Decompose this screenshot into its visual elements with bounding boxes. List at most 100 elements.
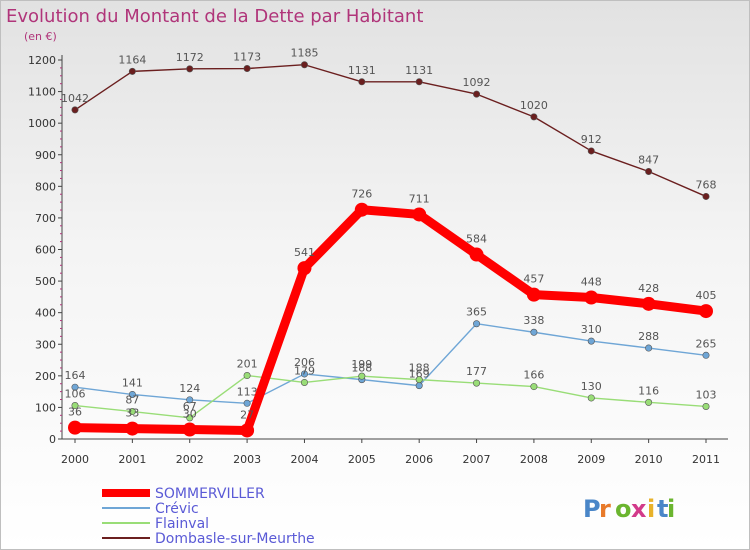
data-label: 130 (581, 380, 602, 393)
data-label: 847 (638, 153, 659, 166)
data-point (702, 351, 710, 359)
data-point (300, 370, 308, 378)
data-point (530, 113, 538, 121)
x-tick-label: 2008 (520, 453, 548, 466)
data-label: 103 (696, 388, 717, 401)
data-point (358, 78, 366, 86)
data-point (243, 372, 251, 380)
data-label: 768 (696, 178, 717, 191)
proxiti-logo: Pr o x i ti (583, 495, 675, 523)
data-point (68, 420, 82, 435)
data-label: 457 (523, 273, 544, 286)
data-point (358, 372, 366, 380)
data-label: 106 (65, 388, 86, 401)
data-label: 584 (466, 233, 487, 246)
data-point (186, 396, 194, 404)
data-label: 1131 (348, 64, 376, 77)
data-point (182, 422, 197, 437)
logo-letter: t (657, 495, 668, 523)
x-tick-label: 2005 (348, 453, 376, 466)
y-tick-label: 1200 (28, 54, 56, 67)
data-label: 265 (696, 337, 717, 350)
data-label: 199 (351, 358, 372, 371)
data-point (354, 202, 369, 217)
logo-letter: i (647, 495, 655, 523)
data-label: 1172 (176, 51, 204, 64)
series-line (74, 374, 707, 419)
y-tick-label: 0 (49, 433, 56, 446)
x-tick-label: 2003 (233, 453, 261, 466)
data-label: 912 (581, 133, 602, 146)
data-point (415, 78, 423, 86)
data-label: 113 (237, 385, 258, 398)
data-point (473, 379, 481, 387)
y-tick-label: 900 (35, 149, 56, 162)
series-line (74, 323, 707, 405)
data-label: 1173 (233, 51, 261, 64)
data-point (587, 337, 595, 345)
x-tick-label: 2009 (577, 453, 605, 466)
data-label: 188 (351, 362, 372, 375)
data-point (71, 106, 79, 114)
data-label: 448 (581, 276, 602, 289)
data-label: 27 (240, 408, 254, 421)
data-label: 179 (294, 364, 315, 377)
data-label: 1020 (520, 99, 548, 112)
data-point (186, 65, 194, 73)
data-point (587, 147, 595, 155)
data-label: 188 (409, 362, 430, 375)
legend-label: SOMMERVILLER (155, 486, 265, 502)
data-label: 116 (638, 384, 659, 397)
data-label: 169 (409, 368, 430, 381)
data-label: 201 (237, 358, 258, 371)
data-point (530, 328, 538, 336)
data-label: 405 (696, 289, 717, 302)
data-point (584, 290, 599, 305)
chart-subtitle: (en €) (24, 30, 57, 43)
logo-letter: P (583, 495, 601, 523)
x-tick-label: 2001 (118, 453, 146, 466)
x-tick-label: 2007 (463, 453, 491, 466)
data-point (125, 421, 140, 436)
data-label: 67 (183, 400, 197, 413)
data-label: 541 (294, 246, 315, 259)
data-label: 1131 (405, 64, 433, 77)
series-line (70, 205, 711, 435)
data-point (702, 402, 710, 410)
data-label: 338 (523, 314, 544, 327)
data-point (645, 398, 653, 406)
data-point (128, 408, 136, 416)
data-point (300, 378, 308, 386)
logo-letter: o (615, 495, 632, 523)
data-point (699, 304, 713, 319)
y-tick-label: 300 (35, 338, 56, 351)
data-label: 726 (351, 188, 372, 201)
y-tick-label: 800 (35, 180, 56, 193)
x-tick-label: 2002 (176, 453, 204, 466)
y-tick-label: 200 (35, 370, 56, 383)
data-label: 166 (523, 369, 544, 382)
data-point (300, 61, 308, 69)
logo-letter: x (631, 495, 647, 523)
y-tick-label: 100 (35, 401, 56, 414)
series-dombasle-sur-meurthe: 1042 1164 1172 1173 1185 1131 1131 1092 1020 912 8… (61, 47, 717, 200)
data-label: 1042 (61, 92, 89, 105)
data-label: 33 (125, 407, 139, 420)
data-label: 141 (122, 376, 143, 389)
data-label: 177 (466, 365, 487, 378)
legend-label: Flainval (155, 516, 209, 532)
logo-letter: i (667, 495, 675, 523)
series-sommerviller: 36 33 30 27 541 726 711 584 457 448 428 405 (68, 188, 717, 438)
data-point (526, 287, 541, 302)
y-tick-label: 1000 (28, 117, 56, 130)
chart-title: Evolution du Montant de la Dette par Hab… (6, 6, 423, 27)
data-label: 87 (125, 394, 139, 407)
data-label: 206 (294, 356, 315, 369)
data-point (186, 414, 194, 422)
data-point (645, 167, 653, 175)
data-label: 288 (638, 330, 659, 343)
data-point (415, 382, 423, 390)
